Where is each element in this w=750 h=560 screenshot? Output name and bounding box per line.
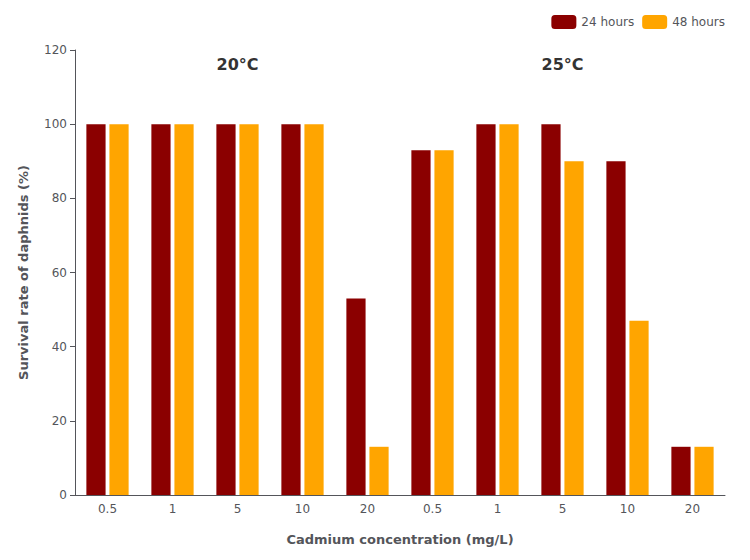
svg-text:20: 20	[360, 502, 375, 516]
svg-text:5: 5	[234, 502, 242, 516]
svg-text:24 hours: 24 hours	[581, 15, 634, 29]
svg-text:20: 20	[52, 414, 67, 428]
svg-text:100: 100	[44, 117, 67, 131]
svg-text:10: 10	[295, 502, 310, 516]
svg-text:48 hours: 48 hours	[672, 15, 725, 29]
svg-text:Cadmium concentration (mg/L): Cadmium concentration (mg/L)	[286, 532, 513, 547]
svg-text:120: 120	[44, 43, 67, 57]
svg-text:80: 80	[52, 191, 67, 205]
svg-text:60: 60	[52, 266, 67, 280]
svg-text:40: 40	[52, 340, 67, 354]
svg-text:25°C: 25°C	[541, 55, 583, 74]
svg-text:5: 5	[559, 502, 567, 516]
svg-text:1: 1	[169, 502, 177, 516]
svg-text:10: 10	[620, 502, 635, 516]
svg-text:0.5: 0.5	[98, 502, 117, 516]
svg-text:0.5: 0.5	[423, 502, 442, 516]
svg-text:20°C: 20°C	[216, 55, 258, 74]
svg-text:1: 1	[494, 502, 502, 516]
svg-text:Survival rate of daphnids (%): Survival rate of daphnids (%)	[16, 165, 31, 380]
svg-text:20: 20	[685, 502, 700, 516]
svg-text:0: 0	[59, 488, 67, 502]
